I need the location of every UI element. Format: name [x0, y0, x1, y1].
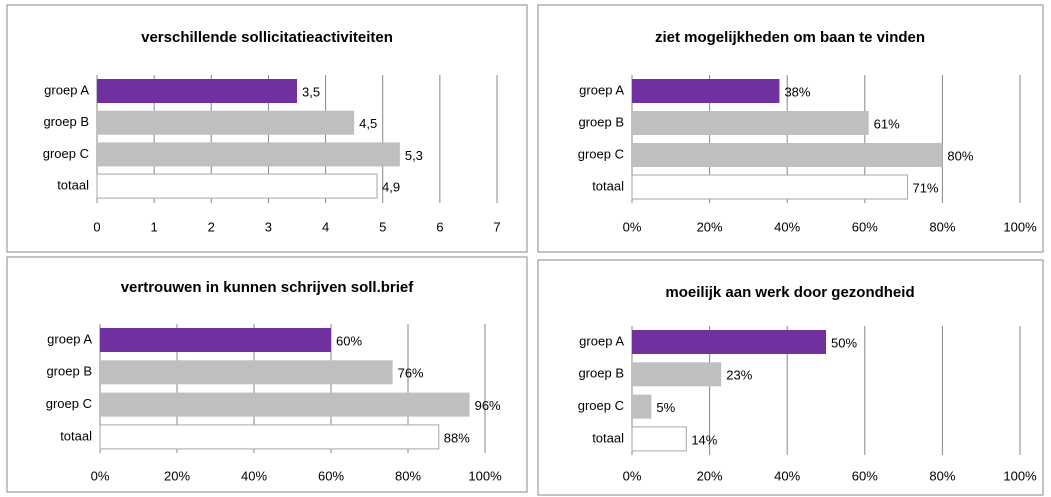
bar	[631, 426, 687, 452]
y-tick-label: groep B	[46, 364, 92, 379]
x-tick-label: 40%	[774, 219, 800, 234]
x-tick-label: 4	[322, 219, 329, 234]
x-tick-label: 0%	[91, 468, 110, 483]
y-tick-label: groep C	[578, 398, 624, 413]
bar	[632, 394, 652, 419]
x-tick-label: 100%	[468, 468, 502, 483]
data-label: 71%	[912, 180, 938, 195]
data-label: 76%	[398, 366, 424, 381]
chart-title: moeilijk aan werk door gezondheid	[665, 284, 914, 301]
x-tick-label: 2	[208, 219, 215, 234]
data-label: 4,5	[359, 116, 377, 131]
data-label: 96%	[475, 398, 501, 413]
y-tick-label: totaal	[57, 178, 89, 193]
data-label: 23%	[726, 368, 752, 383]
x-tick-label: 100%	[1003, 468, 1037, 483]
y-tick-label: groep B	[43, 114, 89, 129]
x-tick-label: 7	[493, 219, 500, 234]
x-tick-label: 80%	[929, 468, 955, 483]
data-label: 38%	[784, 84, 810, 99]
x-tick-label: 100%	[1003, 219, 1037, 234]
x-tick-label: 60%	[852, 219, 878, 234]
x-tick-label: 80%	[395, 468, 421, 483]
chart-title: ziet mogelijkheden om baan te vinden	[655, 29, 925, 46]
bar	[100, 360, 393, 385]
y-tick-label: totaal	[60, 428, 92, 443]
y-tick-label: groep A	[579, 333, 624, 348]
y-tick-label: groep C	[43, 146, 89, 161]
data-label: 5%	[656, 400, 675, 415]
panel	[537, 259, 1044, 496]
x-tick-label: 5	[379, 219, 386, 234]
x-tick-label: 20%	[164, 468, 190, 483]
y-tick-label: groep A	[44, 82, 89, 97]
bar	[631, 174, 908, 200]
y-tick-label: groep C	[46, 396, 92, 411]
bar	[632, 111, 869, 135]
y-tick-label: groep C	[578, 146, 624, 161]
bar	[99, 424, 440, 450]
bar	[97, 110, 355, 135]
x-tick-label: 40%	[774, 468, 800, 483]
y-tick-label: totaal	[592, 430, 624, 445]
bar	[100, 392, 470, 417]
data-label: 80%	[947, 148, 973, 163]
x-tick-label: 60%	[852, 468, 878, 483]
chart-title: verschillende sollicitatieactiviteiten	[141, 29, 393, 46]
data-label: 3,5	[302, 84, 320, 99]
y-tick-label: groep A	[47, 331, 92, 346]
bar	[632, 362, 722, 387]
bar	[100, 328, 331, 352]
y-tick-label: totaal	[592, 178, 624, 193]
data-label: 14%	[691, 432, 717, 447]
bar	[632, 143, 943, 167]
data-label: 88%	[444, 430, 470, 445]
data-label: 60%	[336, 333, 362, 348]
x-tick-label: 0	[93, 219, 100, 234]
x-tick-label: 6	[436, 219, 443, 234]
data-label: 61%	[874, 116, 900, 131]
x-tick-label: 60%	[318, 468, 344, 483]
x-tick-label: 1	[151, 219, 158, 234]
y-tick-label: groep A	[579, 82, 624, 97]
x-tick-label: 3	[265, 219, 272, 234]
x-tick-label: 80%	[929, 219, 955, 234]
y-tick-label: groep B	[578, 366, 624, 381]
x-tick-label: 20%	[697, 219, 723, 234]
bar	[96, 173, 378, 199]
data-label: 5,3	[405, 148, 423, 163]
x-tick-label: 40%	[241, 468, 267, 483]
chart-title: vertrouwen in kunnen schrijven soll.brie…	[121, 279, 415, 296]
x-tick-label: 0%	[623, 468, 642, 483]
bar	[632, 79, 780, 103]
data-label: 50%	[831, 335, 857, 350]
bar	[632, 330, 826, 354]
bar	[97, 79, 297, 103]
x-tick-label: 0%	[623, 219, 642, 234]
y-tick-label: groep B	[578, 114, 624, 129]
data-label: 4,9	[382, 180, 400, 195]
x-tick-label: 20%	[697, 468, 723, 483]
bar	[97, 142, 400, 167]
